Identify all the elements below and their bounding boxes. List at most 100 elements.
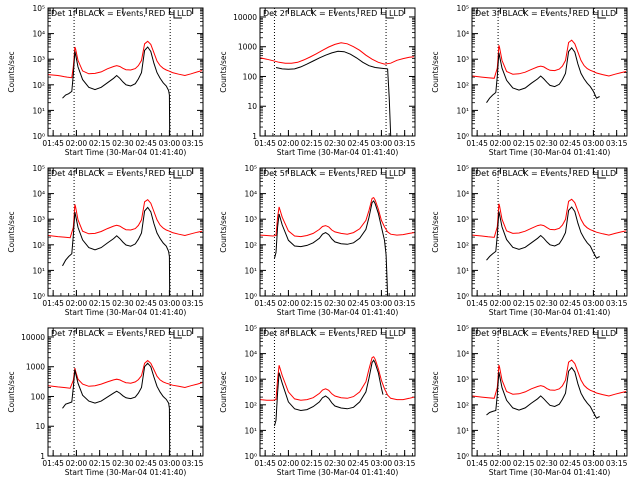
y-tick-label: 1 xyxy=(252,132,257,141)
x-tick-label: 02:15 xyxy=(89,139,111,148)
x-tick-label: 02:00 xyxy=(278,139,300,148)
x-tick-label: 02:45 xyxy=(347,139,369,148)
series-red-line xyxy=(260,42,415,65)
y-tick-label: 10³ xyxy=(456,55,469,64)
y-tick-label: 100 xyxy=(31,392,46,401)
plot-frame xyxy=(259,167,416,297)
x-tick-label: 02:00 xyxy=(490,459,512,468)
plot-frame xyxy=(47,167,204,297)
corner-marker xyxy=(173,170,182,179)
chart-title: Det 6f BLACK = Events, RED = LLD xyxy=(475,169,616,178)
y-axis-label: Counts/sec xyxy=(431,51,440,92)
x-axis-label: Start Time (30-Mar-04 01:41:40) xyxy=(65,148,187,157)
x-tick-label: 02:45 xyxy=(559,139,581,148)
y-tick-label: 10² xyxy=(456,81,469,90)
y-tick-label: 10000 xyxy=(233,13,257,22)
x-tick-label: 02:45 xyxy=(559,299,581,308)
x-tick-label: 02:30 xyxy=(324,299,346,308)
x-tick-label: 02:00 xyxy=(278,299,300,308)
y-tick-label: 10³ xyxy=(456,215,469,224)
x-axis-label: Start Time (30-Mar-04 01:41:40) xyxy=(65,308,187,317)
x-tick-label: 02:45 xyxy=(347,299,369,308)
panel-2: Det 2f BLACK = Events, RED = LLD 1 10 100 10… xyxy=(219,7,416,157)
x-tick-label: 02:45 xyxy=(135,299,157,308)
plot-frame xyxy=(47,7,204,137)
panel-7: Det 7f BLACK = Events, RED = LLD 1 10 100 10… xyxy=(7,327,204,477)
y-tick-label: 10⁴ xyxy=(32,190,45,199)
x-tick-label: 02:00 xyxy=(66,459,88,468)
y-tick-label: 10⁰ xyxy=(32,292,45,301)
series-black-line xyxy=(486,206,600,261)
y-tick-label: 10⁰ xyxy=(32,132,45,141)
y-tick-label: 10³ xyxy=(244,375,257,384)
panel-6: Det 6f BLACK = Events, RED = LLD 10⁰ 10¹ 10… xyxy=(431,164,628,317)
x-tick-label: 02:45 xyxy=(135,139,157,148)
plot-frame xyxy=(259,327,416,457)
y-tick-label: 10² xyxy=(456,401,469,410)
series-red-line xyxy=(48,359,203,389)
x-tick-label: 01:45 xyxy=(466,139,488,148)
x-tick-label: 02:15 xyxy=(89,459,111,468)
y-tick-label: 1000 xyxy=(26,363,45,372)
x-tick-label: 01:45 xyxy=(42,139,64,148)
plot-frame xyxy=(47,327,204,457)
y-tick-label: 10¹ xyxy=(244,266,257,275)
x-tick-label: 03:15 xyxy=(394,459,416,468)
x-tick-label: 03:15 xyxy=(606,459,628,468)
series-black-line xyxy=(274,359,384,427)
plot-frame xyxy=(471,7,628,137)
x-tick-label: 02:15 xyxy=(301,459,323,468)
x-tick-label: 02:30 xyxy=(536,459,558,468)
series-black-line xyxy=(62,362,171,456)
y-tick-label: 10³ xyxy=(32,215,45,224)
y-tick-label: 10¹ xyxy=(244,426,257,435)
chart-title: Det 5f BLACK = Events, RED = LLD xyxy=(263,169,404,178)
x-tick-label: 01:45 xyxy=(466,459,488,468)
x-tick-label: 01:45 xyxy=(42,459,64,468)
x-tick-label: 03:00 xyxy=(371,139,393,148)
series-black-line xyxy=(62,206,171,296)
x-tick-label: 02:15 xyxy=(89,299,111,308)
y-tick-label: 10² xyxy=(32,241,45,250)
y-tick-label: 10⁰ xyxy=(244,452,257,461)
y-axis-label: Counts/sec xyxy=(219,211,228,252)
y-tick-label: 1 xyxy=(40,452,45,461)
series-black-line xyxy=(275,50,392,136)
panel-9: Det 9f BLACK = Events, RED = LLD 10⁰ 10¹ 10… xyxy=(431,324,628,477)
y-tick-label: 10 xyxy=(247,102,257,111)
x-tick-label: 02:00 xyxy=(66,299,88,308)
x-tick-label: 02:30 xyxy=(536,299,558,308)
x-tick-label: 02:15 xyxy=(513,139,535,148)
y-tick-label: 10⁰ xyxy=(456,132,469,141)
y-tick-label: 10⁴ xyxy=(456,350,469,359)
y-tick-label: 10⁴ xyxy=(244,350,257,359)
x-tick-label: 03:15 xyxy=(182,139,204,148)
x-tick-label: 03:15 xyxy=(394,299,416,308)
y-tick-label: 10¹ xyxy=(456,426,469,435)
x-tick-label: 02:15 xyxy=(301,139,323,148)
y-tick-label: 10² xyxy=(244,241,257,250)
y-tick-label: 10⁴ xyxy=(456,30,469,39)
x-tick-label: 03:15 xyxy=(182,299,204,308)
chart-title: Det 2f BLACK = Events, RED = LLD xyxy=(263,9,404,18)
x-axis-label: Start Time (30-Mar-04 01:41:40) xyxy=(489,468,611,477)
plot-frame xyxy=(471,167,628,297)
x-tick-label: 02:30 xyxy=(112,459,134,468)
y-tick-label: 10⁰ xyxy=(456,292,469,301)
x-axis-label: Start Time (30-Mar-04 01:41:40) xyxy=(277,468,399,477)
y-axis-label: Counts/sec xyxy=(431,211,440,252)
y-tick-label: 10⁰ xyxy=(244,292,257,301)
x-tick-label: 02:45 xyxy=(559,459,581,468)
y-tick-label: 100 xyxy=(243,72,258,81)
y-tick-label: 10¹ xyxy=(32,106,45,115)
corner-marker xyxy=(597,330,606,339)
corner-marker xyxy=(597,170,606,179)
x-axis-label: Start Time (30-Mar-04 01:41:40) xyxy=(489,148,611,157)
y-tick-label: 10⁴ xyxy=(32,30,45,39)
series-red-line xyxy=(260,356,415,401)
y-tick-label: 10² xyxy=(456,241,469,250)
corner-marker xyxy=(597,10,606,19)
y-axis-label: Counts/sec xyxy=(7,51,16,92)
plot-frame xyxy=(471,327,628,457)
